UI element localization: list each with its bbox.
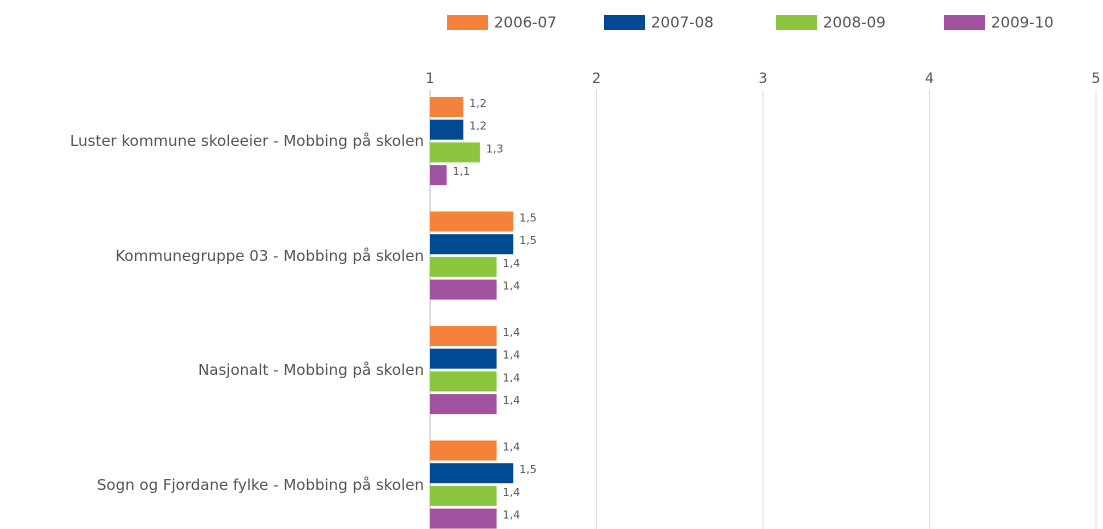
- category-label: Kommunegruppe 03 - Mobbing på skolen: [115, 246, 424, 265]
- bar: [430, 256, 497, 277]
- value-label: 1,3: [486, 142, 504, 155]
- category-label: Sogn og Fjordane fylke - Mobbing på skol…: [96, 475, 424, 494]
- value-label: 1,4: [503, 371, 520, 384]
- legend-swatch: [604, 15, 645, 30]
- bar: [430, 485, 497, 506]
- value-label: 1,4: [503, 326, 520, 339]
- legend-label: 2009-10: [991, 14, 1054, 32]
- bar: [430, 119, 464, 140]
- value-label: 1,2: [469, 97, 487, 110]
- bar: [430, 371, 497, 392]
- value-label: 1,4: [503, 486, 520, 499]
- bar: [430, 463, 514, 484]
- x-tick-label: 5: [1092, 71, 1101, 87]
- category-label: Nasjonalt - Mobbing på skolen: [198, 361, 424, 380]
- value-label: 1,4: [503, 280, 520, 293]
- legend-label: 2006-07: [494, 14, 557, 32]
- bar: [430, 394, 497, 415]
- legend-swatch: [944, 15, 985, 30]
- bar: [430, 326, 497, 346]
- legend-label: 2007-08: [651, 14, 714, 32]
- value-label: 1,4: [503, 509, 520, 522]
- bar: [430, 211, 514, 232]
- value-label: 1,1: [453, 165, 471, 178]
- value-label: 1,5: [519, 463, 537, 476]
- bar: [430, 142, 480, 163]
- x-tick-label: 1: [426, 71, 435, 87]
- legend-swatch: [447, 15, 488, 30]
- bar: [430, 165, 447, 186]
- value-label: 1,2: [469, 120, 487, 133]
- category-label: Luster kommune skoleeier - Mobbing på sk…: [70, 132, 424, 151]
- x-tick-label: 4: [925, 71, 934, 87]
- value-label: 1,5: [519, 212, 537, 225]
- bar: [430, 97, 464, 117]
- bar: [430, 234, 514, 255]
- value-label: 1,4: [503, 441, 520, 454]
- bar: [430, 508, 497, 529]
- x-tick-label: 3: [759, 71, 768, 87]
- value-label: 1,4: [503, 394, 520, 407]
- value-label: 1,4: [503, 349, 520, 362]
- value-label: 1,4: [503, 257, 520, 270]
- x-tick-label: 2: [592, 71, 601, 87]
- bar: [430, 348, 497, 369]
- value-label: 1,5: [519, 234, 537, 247]
- legend-swatch: [776, 15, 817, 30]
- bar: [430, 279, 497, 300]
- legend-label: 2008-09: [823, 14, 886, 32]
- bar: [430, 440, 497, 461]
